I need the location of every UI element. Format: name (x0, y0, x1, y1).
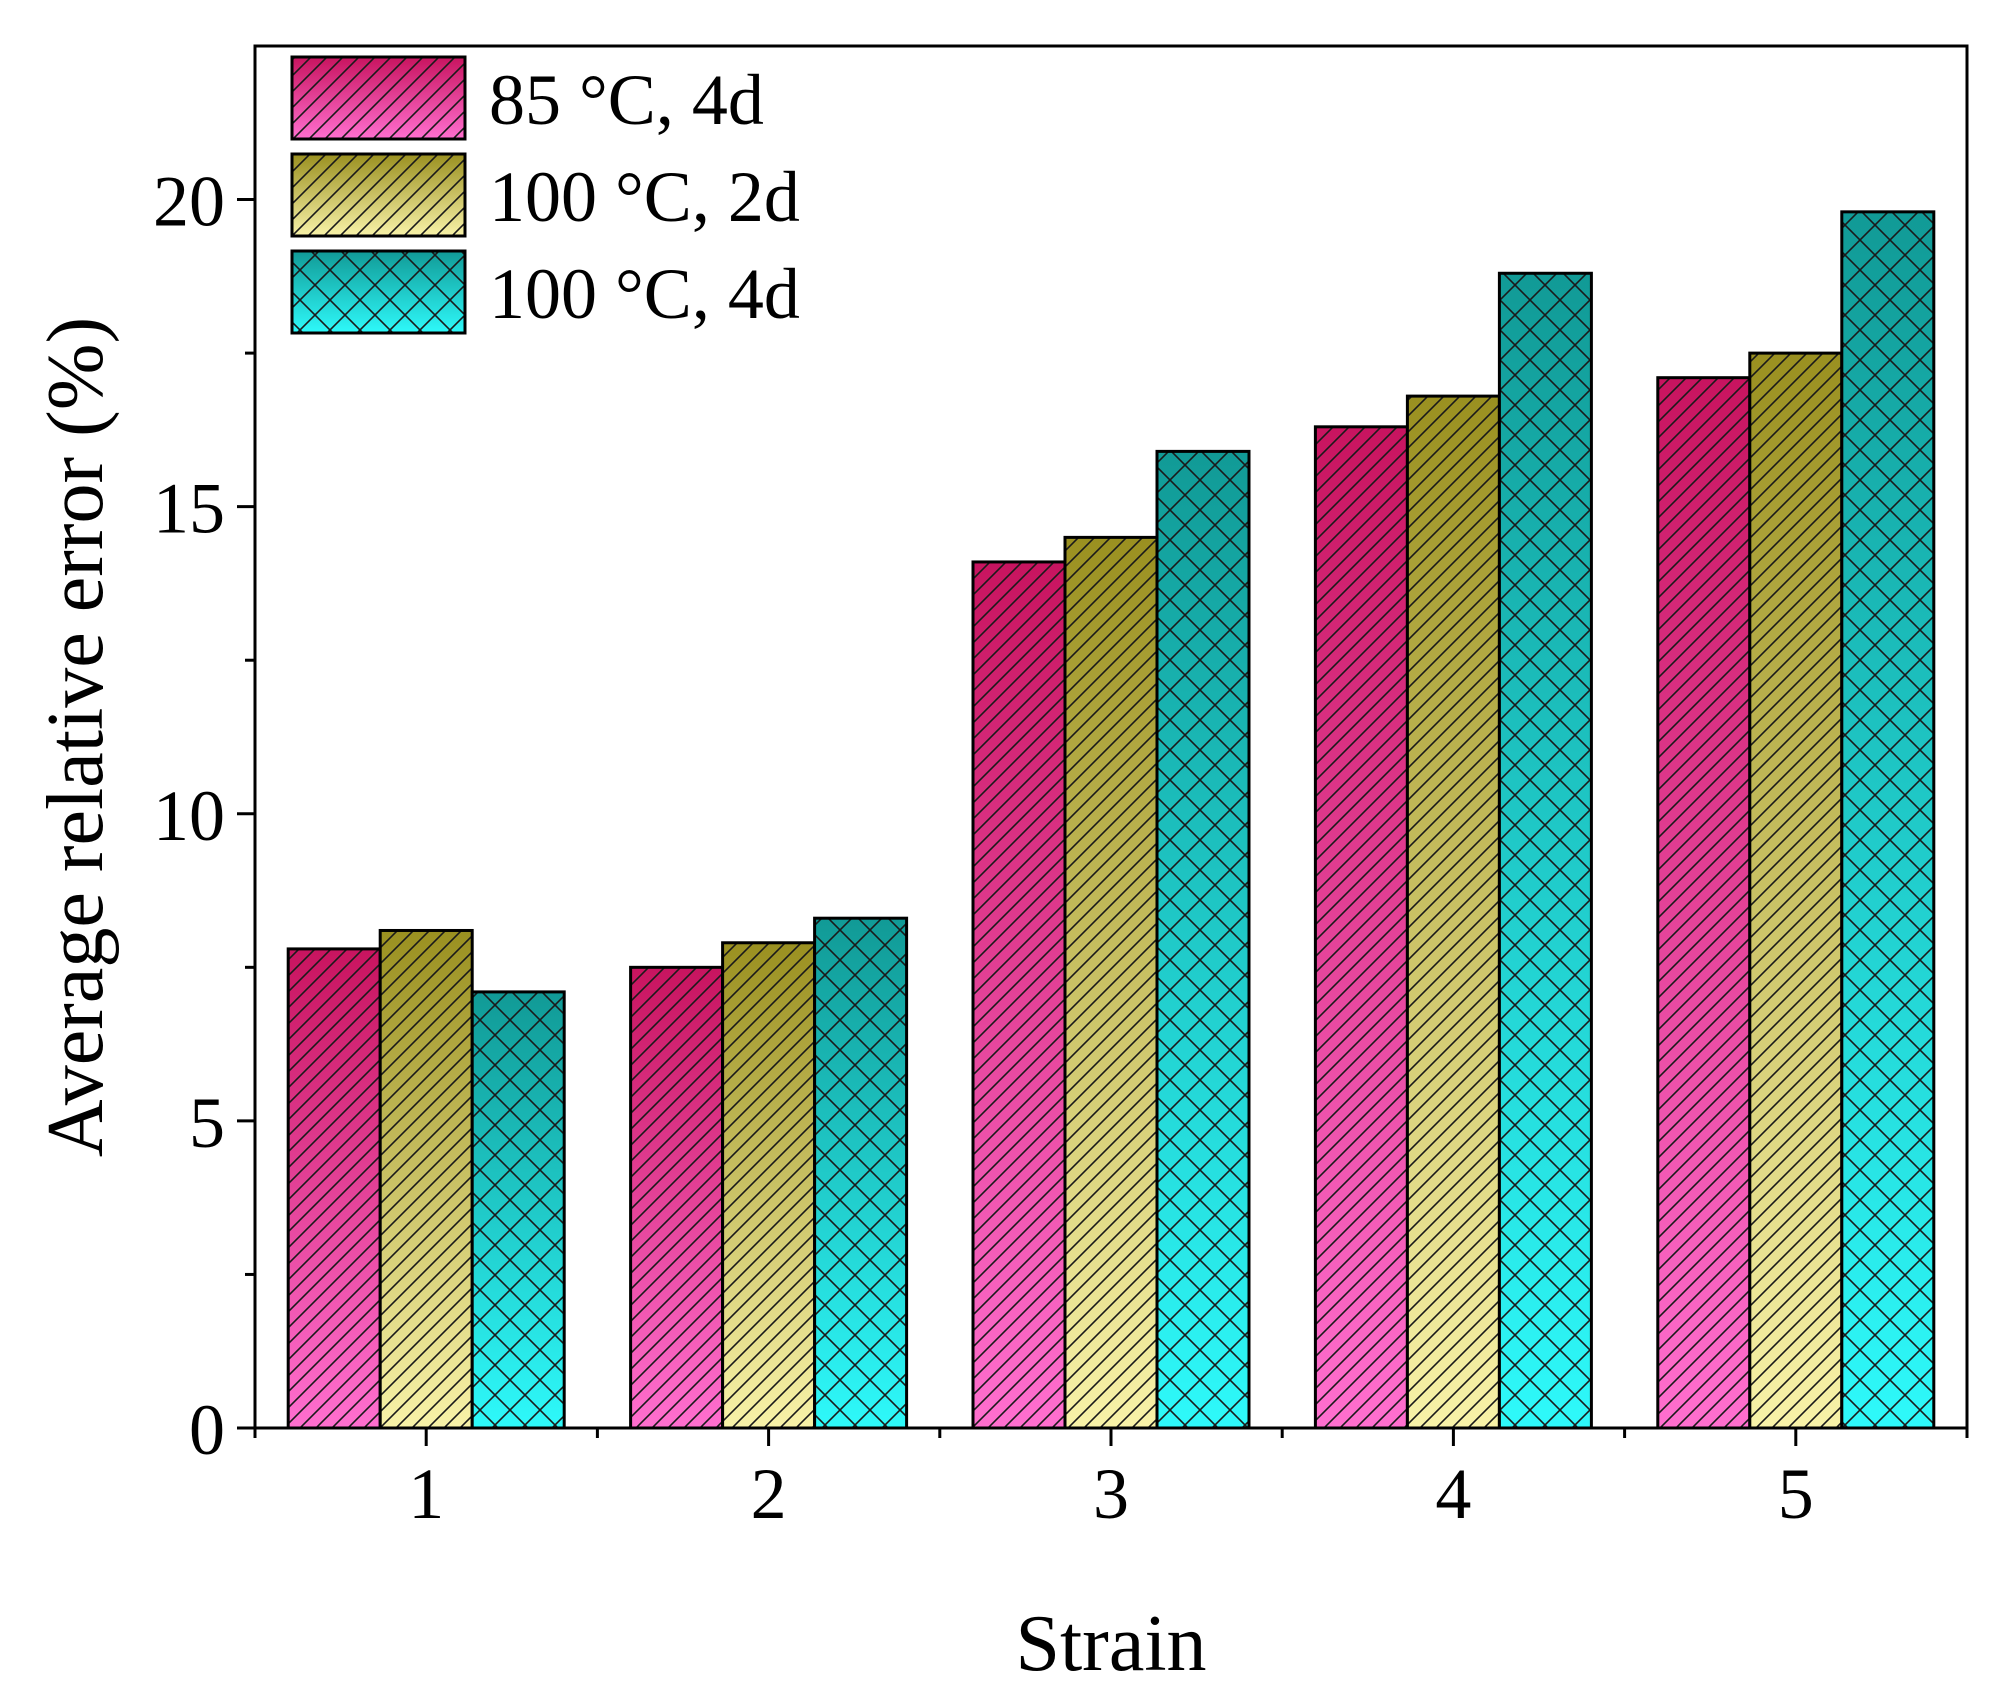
bar-2-series-1 (629, 965, 725, 1430)
legend-item-1: 85 °C, 4d (290, 55, 764, 141)
legend-swatch (290, 55, 467, 141)
bar-5-series-2 (1748, 351, 1844, 1430)
legend-item-3: 100 °C, 4d (290, 249, 800, 335)
bar-5-series-1 (1656, 376, 1752, 1430)
y-ticks: 0 5 10 15 20 (153, 162, 255, 1470)
bar-2-series-3 (813, 916, 909, 1430)
bar-3-series-1 (971, 560, 1067, 1430)
bar-2-series-2 (721, 941, 817, 1430)
bar-3-series-3 (1155, 449, 1251, 1430)
bar-5-series-3 (1840, 210, 1936, 1430)
y-axis-label: Average relative error (%) (32, 317, 120, 1157)
y-tick-label: 10 (153, 776, 225, 856)
y-tick-label: 0 (189, 1390, 225, 1470)
bar-1-series-2 (378, 928, 474, 1430)
legend-label: 100 °C, 2d (489, 157, 800, 237)
bar-1-series-3 (470, 990, 566, 1430)
x-tick-label: 1 (408, 1454, 444, 1534)
legend-item-2: 100 °C, 2d (290, 152, 800, 238)
x-tick-label: 2 (751, 1454, 787, 1534)
legend-label: 100 °C, 4d (489, 254, 800, 334)
x-tick-label: 4 (1435, 1454, 1471, 1534)
legend: 85 °C, 4d 100 °C, 2d 100 °C, 4d (290, 55, 800, 335)
legend-swatch (290, 152, 467, 238)
bars-layer (286, 210, 1936, 1430)
bar-4-series-1 (1313, 425, 1409, 1430)
x-tick-label: 3 (1093, 1454, 1129, 1534)
bar-3-series-2 (1063, 535, 1159, 1430)
x-axis-label: Strain (1015, 1600, 1206, 1688)
x-ticks: 1 2 3 4 5 (253, 1428, 1969, 1534)
bar-4-series-3 (1497, 271, 1593, 1430)
bar-4-series-2 (1405, 394, 1501, 1430)
x-tick-label: 5 (1778, 1454, 1814, 1534)
bar-1-series-1 (286, 947, 382, 1430)
legend-label: 85 °C, 4d (489, 60, 764, 140)
legend-swatch (290, 249, 467, 335)
y-tick-label: 5 (189, 1083, 225, 1163)
y-tick-label: 20 (153, 162, 225, 242)
y-tick-label: 15 (153, 469, 225, 549)
